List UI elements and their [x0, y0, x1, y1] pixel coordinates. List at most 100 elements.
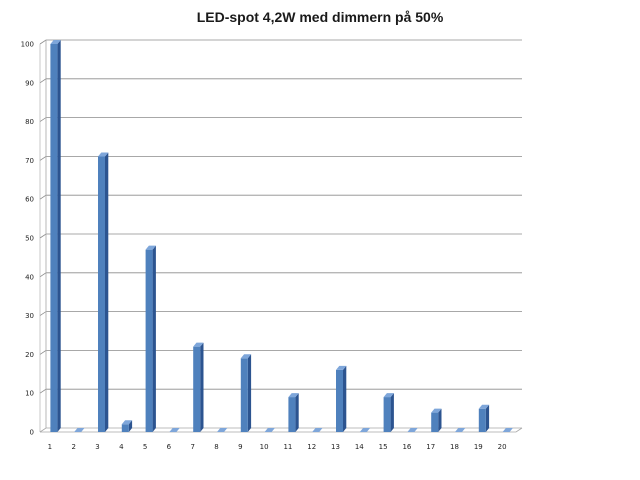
gridline — [39, 194, 522, 200]
bar-side — [57, 40, 61, 432]
bar-side — [343, 365, 347, 432]
bar-side — [295, 393, 299, 432]
bar — [455, 428, 466, 432]
bar-front — [145, 249, 153, 432]
bar-front — [478, 408, 486, 432]
bar — [98, 152, 109, 432]
y-tick-label: 40 — [25, 273, 34, 281]
gridline — [39, 311, 522, 316]
bar — [383, 393, 394, 432]
bar-top — [98, 152, 109, 157]
x-tick-label: 4 — [119, 443, 124, 451]
x-tick-label: 5 — [143, 443, 147, 451]
x-tick-label: 19 — [474, 443, 483, 451]
bar-front — [121, 424, 129, 432]
bar-top — [193, 342, 204, 347]
bar-front — [288, 397, 296, 432]
bar-top — [431, 408, 442, 413]
gridline — [39, 233, 522, 239]
x-tick-label: 3 — [95, 443, 99, 451]
bar — [74, 428, 85, 432]
gridline — [39, 349, 522, 355]
x-tick-label: 1 — [48, 443, 52, 451]
y-tick-label: 50 — [25, 235, 34, 243]
bar-front — [98, 156, 105, 432]
y-tick-label: 60 — [25, 196, 34, 204]
bar-side — [438, 408, 442, 432]
y-tick-label: 20 — [25, 351, 34, 359]
bar-side — [152, 245, 156, 432]
x-tick-label: 10 — [260, 443, 269, 451]
bar-top — [478, 404, 490, 409]
bar-top — [288, 393, 299, 398]
gridline — [39, 427, 522, 433]
gridline — [39, 78, 522, 84]
bar — [193, 342, 204, 432]
bar — [312, 428, 323, 432]
bar-top — [217, 428, 228, 432]
bar-side — [390, 393, 394, 432]
grid-layer — [39, 39, 523, 433]
y-tick-label: 10 — [25, 390, 34, 398]
x-tick-label: 13 — [331, 443, 340, 451]
bar-side — [105, 152, 109, 432]
x-tick-label: 14 — [355, 443, 364, 451]
gridline — [39, 272, 522, 278]
bar — [121, 420, 133, 432]
x-tick-label: 11 — [283, 443, 292, 451]
bar-top — [169, 428, 180, 432]
x-tick-label: 2 — [71, 443, 75, 451]
bar-top — [502, 428, 513, 432]
bar-side — [200, 342, 204, 432]
y-axis-ticks: 0 10 20 30 40 50 60 70 80 90 100 — [21, 41, 34, 437]
bar-top — [407, 428, 418, 432]
bar-top — [121, 420, 133, 425]
bar-front — [50, 44, 58, 432]
bar — [169, 428, 180, 432]
bar-top — [383, 393, 394, 398]
bar — [50, 40, 61, 432]
y-tick-label: 100 — [21, 41, 34, 49]
gridline — [39, 39, 522, 45]
bar-layer — [50, 40, 513, 432]
y-tick-label: 30 — [25, 312, 34, 320]
bar-top — [240, 354, 252, 359]
bar-top — [455, 428, 466, 432]
bar-front — [336, 369, 343, 432]
x-tick-label: 8 — [214, 443, 218, 451]
gridline — [39, 388, 522, 394]
bar — [502, 428, 513, 432]
gridline — [39, 117, 522, 122]
bar — [359, 428, 371, 432]
bar — [431, 408, 442, 432]
bar — [478, 404, 490, 432]
bar-front — [383, 397, 391, 432]
bar-side — [128, 420, 133, 432]
bar — [336, 365, 347, 432]
x-tick-label: 6 — [167, 443, 172, 451]
bar-side — [247, 354, 252, 432]
x-tick-label: 17 — [426, 443, 435, 451]
y-tick-label: 0 — [30, 429, 34, 437]
bar-side — [485, 404, 490, 432]
bar — [145, 245, 156, 432]
x-tick-label: 9 — [238, 443, 242, 451]
bar-top — [336, 365, 347, 370]
x-tick-label: 18 — [450, 443, 459, 451]
x-tick-label: 15 — [379, 443, 388, 451]
floor-edge — [40, 427, 523, 433]
x-tick-label: 20 — [498, 443, 507, 451]
bar — [288, 393, 299, 432]
bar — [407, 428, 418, 432]
bar-top — [264, 428, 275, 432]
bar-front — [193, 346, 201, 432]
x-tick-label: 7 — [190, 443, 194, 451]
gridline — [39, 155, 522, 161]
chart-title: LED-spot 4,2W med dimmern på 50% — [197, 9, 444, 25]
y-tick-label: 80 — [25, 118, 34, 126]
bar-top — [145, 245, 156, 250]
x-tick-label: 16 — [402, 443, 411, 451]
bar — [217, 428, 228, 432]
